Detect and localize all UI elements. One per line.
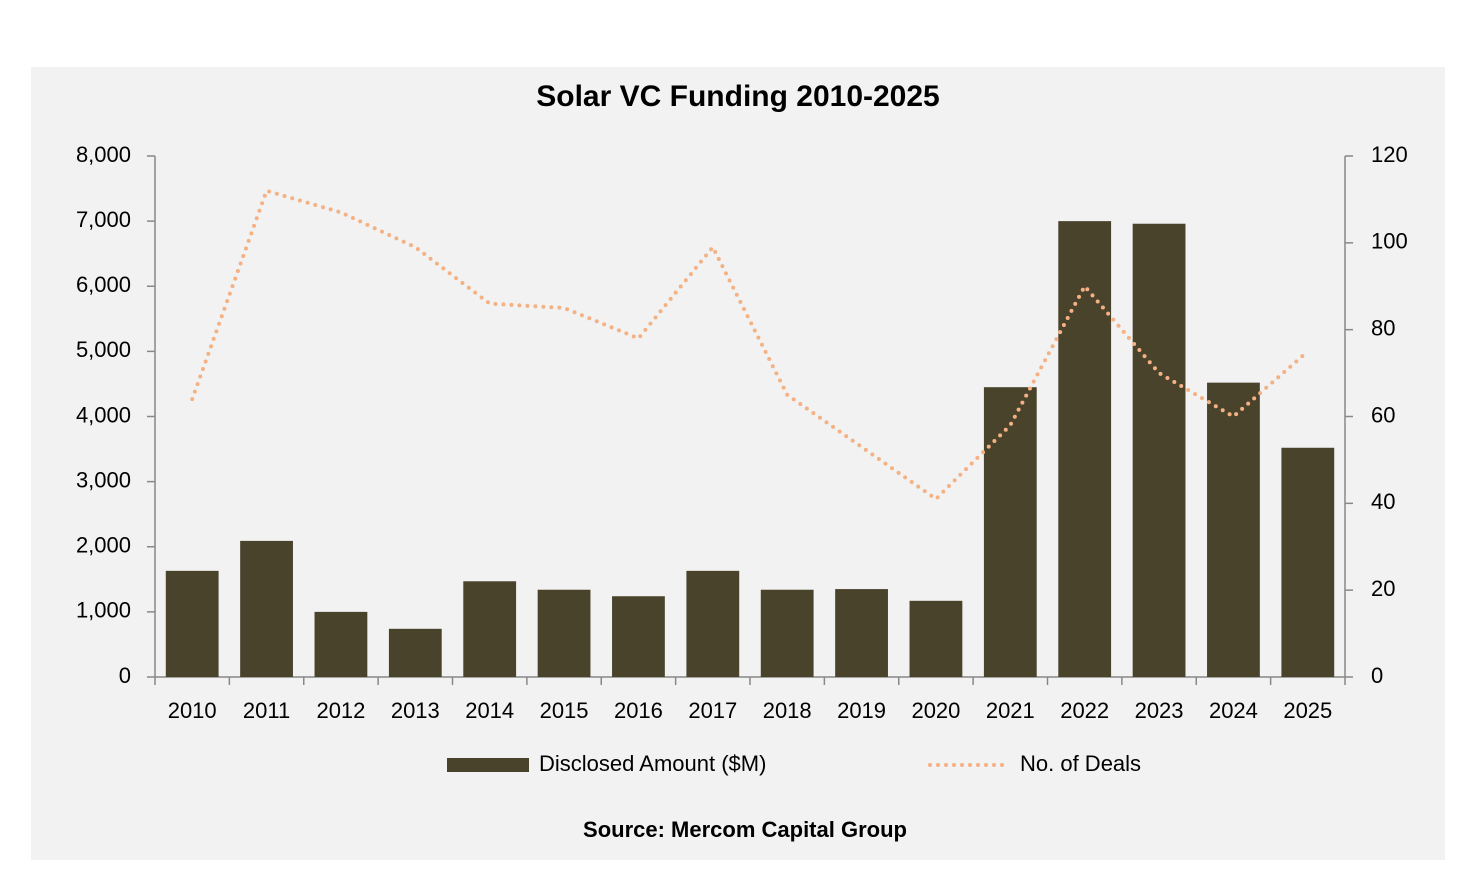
x-tick-label: 2013	[391, 698, 440, 723]
bar	[760, 589, 814, 677]
bar	[909, 600, 963, 677]
x-tick-label: 2019	[837, 698, 886, 723]
x-tick-label: 2012	[316, 698, 365, 723]
x-tick-label: 2010	[168, 698, 217, 723]
bar	[537, 589, 591, 677]
x-tick-label: 2020	[911, 698, 960, 723]
x-tick-label: 2014	[465, 698, 514, 723]
x-tick-label: 2018	[763, 698, 812, 723]
bar	[463, 581, 517, 677]
y2-tick-label: 0	[1371, 663, 1383, 688]
bar	[240, 540, 293, 677]
y-tick-label: 1,000	[76, 598, 131, 623]
bar	[983, 387, 1037, 677]
bar	[1281, 447, 1335, 677]
y2-tick-label: 40	[1371, 489, 1395, 514]
bar	[612, 596, 665, 677]
x-tick-label: 2017	[688, 698, 737, 723]
bar	[1132, 223, 1186, 678]
x-tick-label: 2021	[986, 698, 1035, 723]
chart-title: Solar VC Funding 2010-2025	[536, 80, 939, 113]
x-tick-label: 2022	[1060, 698, 1109, 723]
bar	[1207, 382, 1260, 677]
y2-tick-label: 100	[1371, 229, 1408, 254]
x-tick-label: 2024	[1209, 698, 1258, 723]
y2-tick-label: 20	[1371, 576, 1395, 601]
bar	[835, 589, 888, 677]
y-tick-label: 8,000	[76, 142, 131, 167]
y-tick-label: 5,000	[76, 337, 131, 362]
x-tick-label: 2015	[540, 698, 589, 723]
x-tick-label: 2023	[1135, 698, 1184, 723]
y-tick-label: 2,000	[76, 533, 131, 558]
y2-tick-label: 120	[1371, 142, 1408, 167]
x-tick-label: 2016	[614, 698, 663, 723]
legend-label: No. of Deals	[1020, 751, 1141, 776]
y-tick-label: 4,000	[76, 402, 131, 427]
bar	[165, 570, 219, 677]
bar	[388, 628, 442, 677]
y-tick-label: 0	[119, 663, 131, 688]
bar	[686, 570, 740, 677]
bar	[1058, 221, 1112, 677]
y-tick-label: 7,000	[76, 207, 131, 232]
y-tick-label: 3,000	[76, 467, 131, 492]
x-tick-label: 2011	[243, 698, 290, 723]
y2-tick-label: 80	[1371, 315, 1395, 340]
legend-swatch	[447, 758, 529, 772]
bar	[314, 611, 368, 677]
source-note: Source: Mercom Capital Group	[583, 817, 907, 842]
y-tick-label: 6,000	[76, 272, 131, 297]
y2-tick-label: 60	[1371, 402, 1395, 427]
x-tick-label: 2025	[1283, 698, 1332, 723]
legend-label: Disclosed Amount ($M)	[539, 751, 766, 776]
